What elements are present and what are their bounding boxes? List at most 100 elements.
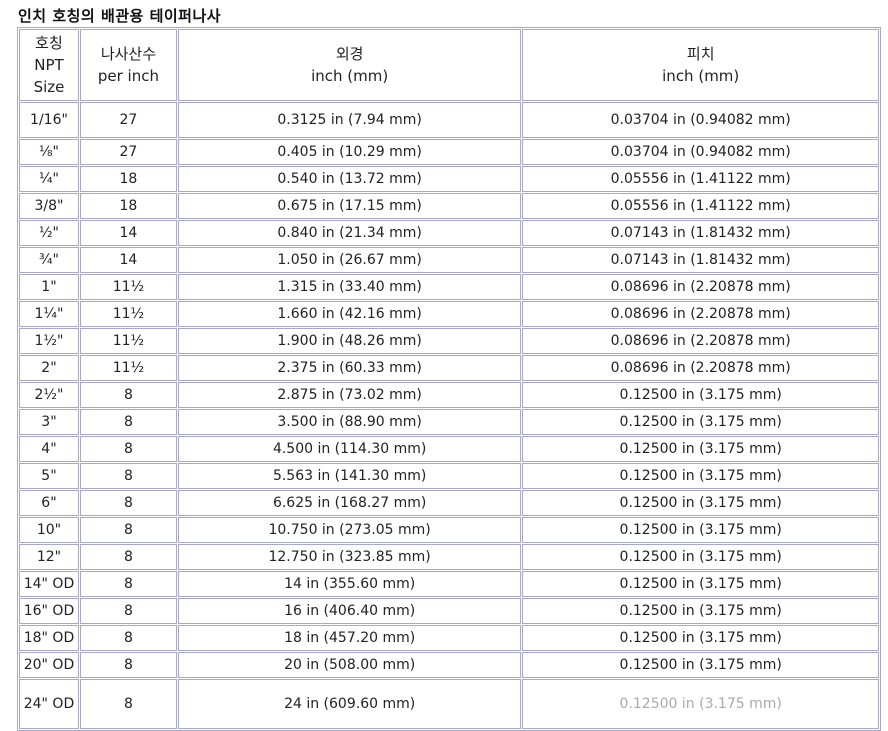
cell-pitch: 0.08696 in (2.20878 mm) — [522, 328, 879, 354]
cell-od: 0.3125 in (7.94 mm) — [177, 102, 522, 138]
header-tpi-line: 나사산수 — [100, 45, 157, 63]
cell-pitch: 0.07143 in (1.81432 mm) — [522, 220, 879, 246]
cell-size: 1" — [19, 274, 79, 300]
cell-od: 1.660 in (42.16 mm) — [177, 301, 522, 327]
cell-size: ⅛" — [19, 139, 79, 165]
cell-tpi: 8 — [79, 463, 177, 489]
cell-tpi: 8 — [79, 490, 177, 516]
cell-tpi: 8 — [79, 625, 177, 651]
cell-pitch: 0.12500 in (3.175 mm) — [522, 409, 879, 435]
table-row: ⅛" 27 0.405 in (10.29 mm) 0.03704 in (0.940… — [19, 139, 879, 165]
table-row: 2½" 8 2.875 in (73.02 mm) 0.12500 in (3.175… — [19, 382, 879, 408]
cell-size: ½" — [19, 220, 79, 246]
cell-od: 0.675 in (17.15 mm) — [177, 193, 522, 219]
cell-od: 5.563 in (141.30 mm) — [177, 463, 522, 489]
cell-size: 18" OD — [19, 625, 79, 651]
header-pitch-line: 피치 — [686, 45, 715, 63]
cell-od: 0.540 in (13.72 mm) — [177, 166, 522, 192]
cell-size: ¾" — [19, 247, 79, 273]
table-row: ½" 14 0.840 in (21.34 mm) 0.07143 in (1.814… — [19, 220, 879, 246]
cell-size: 1½" — [19, 328, 79, 354]
header-size-line: NPT — [34, 56, 64, 74]
cell-pitch: 0.12500 in (3.175 mm) — [522, 625, 879, 651]
cell-tpi: 27 — [79, 102, 177, 138]
table-row: 4" 8 4.500 in (114.30 mm) 0.12500 in (3.175… — [19, 436, 879, 462]
table-row: 16" OD 8 16 in (406.40 mm) 0.12500 in (3.17… — [19, 598, 879, 624]
cell-size: 14" OD — [19, 571, 79, 597]
table-row: 1" 11½ 1.315 in (33.40 mm) 0.08696 in (2.20… — [19, 274, 879, 300]
table-row: 2" 11½ 2.375 in (60.33 mm) 0.08696 in (2.20… — [19, 355, 879, 381]
cell-od: 2.375 in (60.33 mm) — [177, 355, 522, 381]
cell-pitch: 0.12500 in (3.175 mm) — [522, 463, 879, 489]
cell-od: 18 in (457.20 mm) — [177, 625, 522, 651]
table-header-row: 호칭 NPT Size 나사산수 per inch 외경 inch (mm) 피… — [19, 29, 879, 101]
header-od-line: 외경 — [335, 45, 364, 63]
cell-pitch: 0.12500 in (3.175 mm) — [522, 517, 879, 543]
table-row: ¾" 14 1.050 in (26.67 mm) 0.07143 in (1.814… — [19, 247, 879, 273]
cell-pitch: 0.03704 in (0.94082 mm) — [522, 102, 879, 138]
cell-od: 6.625 in (168.27 mm) — [177, 490, 522, 516]
header-pitch-line: inch (mm) — [662, 67, 740, 85]
cell-tpi: 8 — [79, 409, 177, 435]
cell-pitch: 0.12500 in (3.175 mm) — [522, 652, 879, 678]
cell-tpi: 8 — [79, 571, 177, 597]
cell-size: 5" — [19, 463, 79, 489]
table-row: 20" OD 8 20 in (508.00 mm) 0.12500 in (3.17… — [19, 652, 879, 678]
cell-tpi: 8 — [79, 652, 177, 678]
cell-tpi: 8 — [79, 544, 177, 570]
header-od-line: inch (mm) — [311, 67, 389, 85]
cell-od: 12.750 in (323.85 mm) — [177, 544, 522, 570]
header-size: 호칭 NPT Size — [19, 29, 79, 101]
cell-size: 3" — [19, 409, 79, 435]
cell-tpi: 18 — [79, 193, 177, 219]
header-size-line: Size — [33, 78, 65, 96]
cell-od: 0.405 in (10.29 mm) — [177, 139, 522, 165]
cell-pitch: 0.07143 in (1.81432 mm) — [522, 247, 879, 273]
table-row: 12" 8 12.750 in (323.85 mm) 0.12500 in (3.1… — [19, 544, 879, 570]
cell-pitch: 0.12500 in (3.175 mm) — [522, 490, 879, 516]
table-row: 5" 8 5.563 in (141.30 mm) 0.12500 in (3.175… — [19, 463, 879, 489]
cell-size: 20" OD — [19, 652, 79, 678]
cell-tpi: 8 — [79, 517, 177, 543]
cell-od: 1.900 in (48.26 mm) — [177, 328, 522, 354]
cell-size: 1/16" — [19, 102, 79, 138]
cell-tpi: 14 — [79, 220, 177, 246]
table-row: 6" 8 6.625 in (168.27 mm) 0.12500 in (3.175… — [19, 490, 879, 516]
cell-tpi: 8 — [79, 382, 177, 408]
cell-od: 14 in (355.60 mm) — [177, 571, 522, 597]
header-tpi-line: per inch — [97, 67, 159, 85]
cell-pitch: 0.12500 in (3.175 mm) — [522, 382, 879, 408]
cell-tpi: 8 — [79, 436, 177, 462]
cell-tpi: 8 — [79, 598, 177, 624]
page-title: 인치 호칭의 배관용 테이퍼나사 — [18, 7, 222, 25]
cell-size: 6" — [19, 490, 79, 516]
cell-od: 16 in (406.40 mm) — [177, 598, 522, 624]
cell-od: 20 in (508.00 mm) — [177, 652, 522, 678]
table-row: 14" OD 8 14 in (355.60 mm) 0.12500 in (3.17… — [19, 571, 879, 597]
cell-size: ¼" — [19, 166, 79, 192]
cell-pitch: 0.05556 in (1.41122 mm) — [522, 193, 879, 219]
cell-size: 4" — [19, 436, 79, 462]
table-row: 18" OD 8 18 in (457.20 mm) 0.12500 in (3.17… — [19, 625, 879, 651]
cell-tpi: 11½ — [79, 355, 177, 381]
cell-pitch: 0.12500 in (3.175 mm) — [522, 436, 879, 462]
header-tpi: 나사산수 per inch — [79, 29, 177, 101]
cell-tpi: 11½ — [79, 274, 177, 300]
cell-tpi: 18 — [79, 166, 177, 192]
npt-thread-table: 호칭 NPT Size 나사산수 per inch 외경 inch (mm) 피… — [17, 27, 881, 731]
table-row: ¼" 18 0.540 in (13.72 mm) 0.05556 in (1.411… — [19, 166, 879, 192]
cell-size: 3/8" — [19, 193, 79, 219]
cell-size: 16" OD — [19, 598, 79, 624]
header-size-line: 호칭 — [35, 34, 63, 52]
table-row: 1/16" 27 0.3125 in (7.94 mm) 0.03704 in (0.… — [19, 102, 879, 138]
header-od: 외경 inch (mm) — [177, 29, 522, 101]
cell-od: 0.840 in (21.34 mm) — [177, 220, 522, 246]
cell-pitch: 0.08696 in (2.20878 mm) — [522, 301, 879, 327]
cell-tpi: 27 — [79, 139, 177, 165]
cell-size: 2" — [19, 355, 79, 381]
cell-pitch: 0.12500 in (3.175 mm) — [522, 598, 879, 624]
cell-pitch: 0.08696 in (2.20878 mm) — [522, 355, 879, 381]
table-row: 10" 8 10.750 in (273.05 mm) 0.12500 in (3.1… — [19, 517, 879, 543]
table-row: 3/8" 18 0.675 in (17.15 mm) 0.05556 in (1.4… — [19, 193, 879, 219]
cell-size: 2½" — [19, 382, 79, 408]
